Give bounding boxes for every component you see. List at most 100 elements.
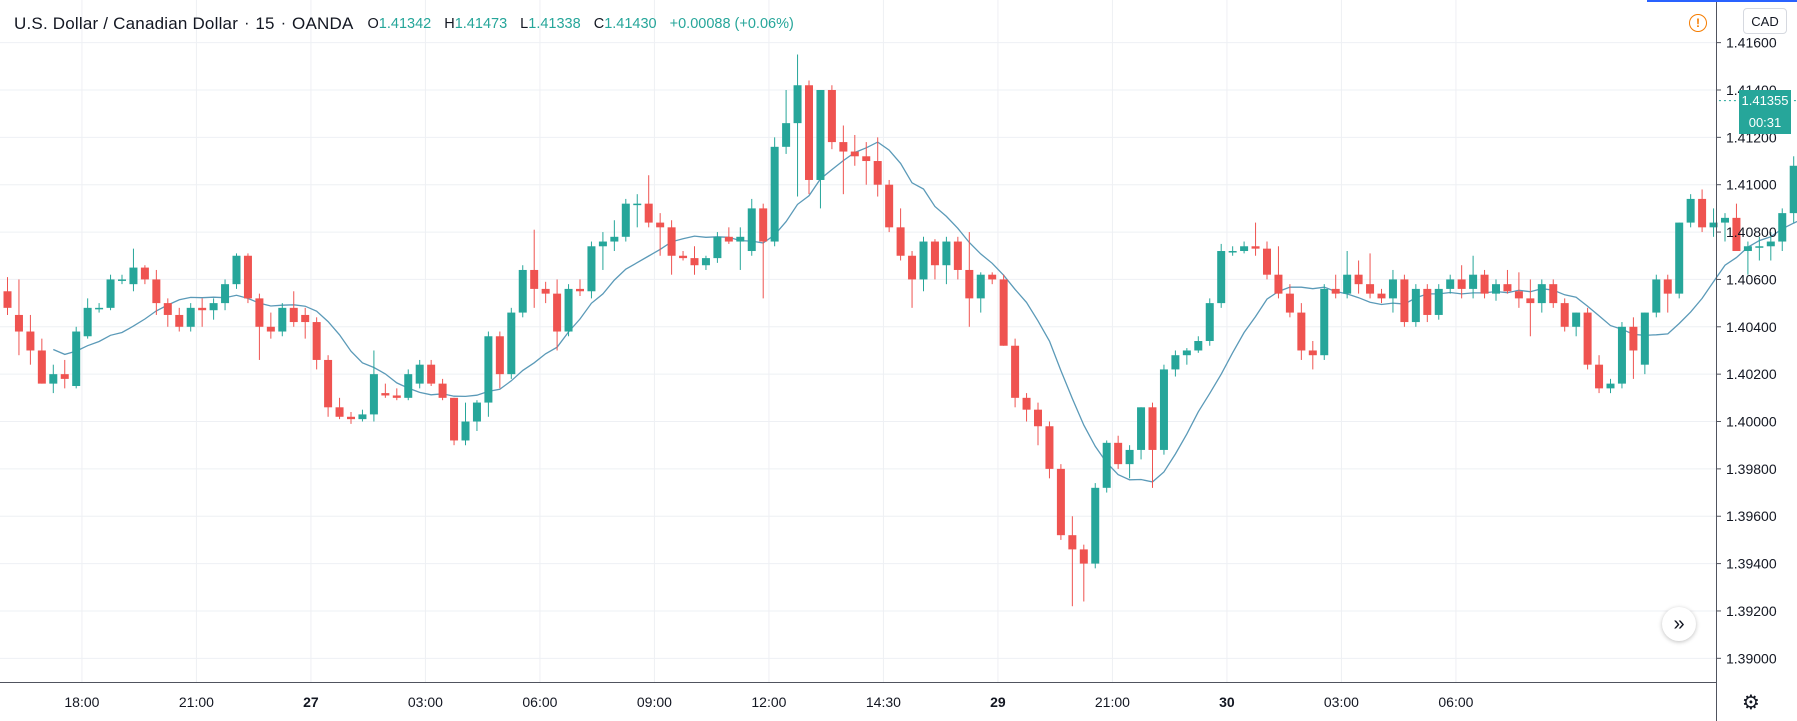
candle-body (610, 236, 619, 242)
time-tick-label: 06:00 (522, 694, 557, 710)
candle-body (301, 314, 310, 323)
candle-body (1721, 217, 1729, 223)
candle-body (1182, 350, 1191, 356)
candle-body (1194, 341, 1203, 351)
time-tick-label: 18:00 (64, 694, 99, 710)
candle-body (759, 208, 768, 242)
chart-legend: U.S. Dollar / Canadian Dollar · 15 · OAN… (14, 12, 803, 36)
candle-body (1308, 350, 1317, 356)
candle-body (427, 364, 436, 384)
candle-body (507, 312, 516, 375)
candle-body (553, 293, 562, 332)
low-value: 1.41338 (528, 16, 581, 32)
candle-body (266, 326, 275, 332)
candle-body (930, 241, 939, 266)
candle-body (1423, 288, 1432, 315)
price-tick-label: 1.40600 (1726, 271, 1777, 287)
candle-body (1091, 487, 1100, 564)
candle-body (1251, 246, 1260, 249)
candle-body (1457, 279, 1466, 289)
exclamation-circle-icon[interactable]: ! (1689, 14, 1707, 32)
candle-body (289, 307, 298, 323)
candle-body (1640, 312, 1649, 365)
interval-label[interactable]: 15 (255, 14, 275, 33)
candle-body (827, 89, 836, 143)
currency-badge[interactable]: CAD (1743, 8, 1787, 34)
symbol-name[interactable]: U.S. Dollar / Canadian Dollar (14, 14, 239, 33)
ohlc-values: O1.41342 H1.41473 L1.41338 C1.41430 +0.0… (368, 16, 803, 32)
candle-body (1034, 409, 1042, 427)
candle-body (175, 314, 184, 327)
candle-body (1411, 288, 1420, 323)
candle-body (369, 374, 378, 415)
candle-body (873, 161, 882, 185)
candle-body (358, 414, 367, 420)
candle-body (598, 241, 607, 247)
candle-body (1159, 369, 1168, 450)
candle-body (530, 269, 539, 289)
candle-body (106, 279, 115, 308)
candle-body (587, 246, 596, 292)
exchange-label: OANDA (292, 14, 354, 33)
candle-body (839, 142, 848, 152)
candle-body (1228, 251, 1237, 253)
candle-body (1125, 449, 1134, 465)
separator-dot: · (244, 15, 250, 32)
candle-body (1354, 274, 1363, 285)
close-value: 1.41430 (604, 16, 657, 32)
candle-body (438, 383, 447, 398)
candle-body (1320, 288, 1329, 356)
candle-body (1022, 397, 1031, 410)
candle-body (1503, 284, 1512, 292)
candle-body (1686, 198, 1695, 223)
candle-body (83, 307, 92, 337)
candle-body (1205, 303, 1214, 341)
candle-body (633, 203, 642, 206)
candle-body (1583, 312, 1592, 365)
candle-body (1297, 312, 1306, 351)
candle-body (1755, 246, 1764, 248)
candle-body (1011, 345, 1020, 398)
price-tick-label: 1.40000 (1726, 414, 1777, 430)
candle-body (461, 421, 470, 441)
double-chevron-right-icon[interactable]: » (1662, 607, 1696, 641)
candle-body (1102, 442, 1111, 488)
candle-body (1388, 279, 1397, 299)
candle-body (415, 364, 424, 384)
price-tick-label: 1.39800 (1726, 461, 1777, 477)
candle-body (965, 269, 974, 299)
candle-body (816, 89, 825, 180)
candle-body (1446, 279, 1455, 289)
candle-body (1537, 284, 1546, 304)
candle-body (999, 279, 1008, 346)
candle-body (484, 336, 493, 403)
candle-body (1137, 407, 1146, 450)
price-tick-label: 1.40800 (1726, 224, 1777, 240)
candle-body (1675, 222, 1684, 294)
candle-body (1217, 251, 1226, 304)
candle-body (862, 156, 871, 162)
candle-body (1274, 274, 1283, 294)
candle-body (1377, 293, 1386, 299)
candle-body (1560, 303, 1569, 327)
candle-body (1469, 274, 1478, 289)
candle-body (644, 203, 653, 223)
candle-body (163, 303, 172, 315)
candle-body (232, 255, 241, 285)
candle-body (324, 359, 333, 408)
candle-body (186, 307, 195, 327)
candle-body (209, 303, 218, 311)
gear-icon[interactable]: ⚙ (1742, 691, 1760, 714)
last-price-tag: 1.41355 (1739, 89, 1791, 112)
candle-body (450, 397, 459, 441)
candle-body (1343, 274, 1352, 294)
candle-body (621, 203, 630, 237)
low-key: L (520, 16, 529, 32)
candle-body (1045, 426, 1054, 469)
candle-body (1366, 284, 1375, 294)
candle-body (1606, 383, 1615, 389)
close-key: C (593, 16, 605, 32)
candle-body (919, 241, 928, 280)
